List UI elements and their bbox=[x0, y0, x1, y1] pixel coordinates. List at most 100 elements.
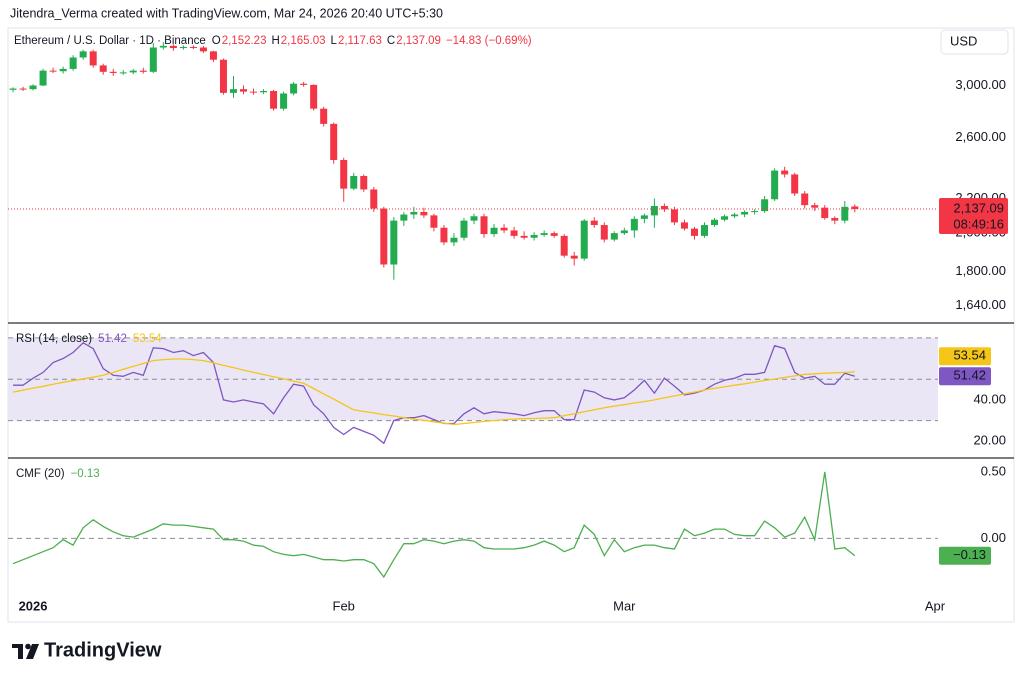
candle-body bbox=[159, 45, 167, 48]
indicator-title: RSI (14, close) bbox=[16, 333, 92, 345]
value-label-box bbox=[939, 347, 991, 366]
candle-body bbox=[179, 46, 187, 49]
candle-body bbox=[620, 230, 628, 234]
candle-body bbox=[781, 170, 789, 175]
candle-body bbox=[350, 175, 358, 189]
logo-icon bbox=[12, 643, 39, 659]
candle-body bbox=[480, 216, 488, 235]
candle-body bbox=[821, 207, 829, 218]
candle-body bbox=[640, 215, 648, 219]
logo-shape bbox=[18, 644, 23, 659]
candle-body bbox=[680, 222, 688, 229]
value-label-box bbox=[939, 546, 991, 565]
candle-body bbox=[791, 174, 799, 194]
candle-body bbox=[250, 91, 258, 93]
legend-value: 53.54 bbox=[133, 333, 162, 345]
candle-body bbox=[721, 216, 729, 220]
candle-body bbox=[550, 233, 558, 236]
candle-body bbox=[470, 216, 478, 221]
candle-body bbox=[540, 233, 548, 235]
ohlc-key: H bbox=[271, 35, 279, 47]
candle-body bbox=[500, 227, 508, 231]
candle-body bbox=[700, 225, 708, 236]
candle-body bbox=[149, 47, 157, 72]
candle-body bbox=[460, 220, 468, 238]
ohlc-value: 2,152.23 bbox=[222, 35, 267, 47]
candle-body bbox=[610, 233, 618, 240]
indicator-title: CMF (20) bbox=[16, 468, 65, 480]
candle-body bbox=[39, 70, 47, 86]
x-tick-label: Apr bbox=[925, 598, 946, 613]
value-label: 53.54 bbox=[953, 348, 986, 363]
y-tick-label: 0.00 bbox=[981, 530, 1006, 545]
logo-shape bbox=[26, 644, 39, 659]
candle-body bbox=[670, 209, 678, 223]
candle-body bbox=[711, 219, 719, 226]
candle-body bbox=[590, 220, 598, 226]
y-tick-label: 3,000.00 bbox=[955, 77, 1006, 92]
candle-body bbox=[340, 159, 348, 189]
candle-body bbox=[440, 227, 448, 243]
candle-body bbox=[741, 211, 749, 215]
candle-body bbox=[690, 228, 698, 236]
ohlc-value: 2,117.63 bbox=[338, 35, 382, 47]
candle-body bbox=[9, 88, 17, 90]
candle-body bbox=[29, 85, 37, 90]
candle-body bbox=[430, 215, 438, 228]
price-label: 2,137.09 bbox=[953, 200, 1004, 215]
candle-body bbox=[360, 175, 368, 190]
candle-body bbox=[761, 199, 769, 212]
candle-body bbox=[510, 230, 518, 236]
x-tick-label: 2026 bbox=[19, 598, 48, 613]
candle-body bbox=[570, 255, 578, 259]
candle-body bbox=[420, 211, 428, 216]
ohlc-key: O bbox=[212, 35, 221, 47]
attribution: Jitendra_Verma created with TradingView.… bbox=[10, 6, 443, 20]
candle-body bbox=[219, 59, 227, 93]
indicator-line bbox=[12, 358, 855, 426]
value-label: 51.42 bbox=[953, 368, 986, 383]
candle-body bbox=[600, 225, 608, 240]
value-label-box bbox=[939, 367, 991, 386]
candle-body bbox=[330, 123, 338, 160]
candle-body bbox=[229, 89, 237, 93]
ohlc-value: 2,165.03 bbox=[281, 35, 326, 47]
candle-body bbox=[410, 211, 418, 215]
candle-body bbox=[370, 189, 378, 209]
candle-body bbox=[300, 83, 308, 85]
candle-body bbox=[650, 205, 658, 216]
candle-body bbox=[520, 235, 528, 238]
candle-body bbox=[831, 217, 839, 221]
candle-body bbox=[109, 71, 117, 73]
candle-body bbox=[801, 193, 809, 206]
y-tick-label: 1,800.00 bbox=[955, 263, 1006, 278]
candle-body bbox=[851, 206, 859, 210]
candle-body bbox=[270, 91, 278, 109]
candle-body bbox=[580, 220, 588, 259]
candle-body bbox=[79, 51, 87, 58]
ohlc-key: L bbox=[331, 35, 338, 47]
candle-body bbox=[199, 47, 207, 52]
legend-value: −0.13 bbox=[71, 468, 100, 480]
indicator-legend: CMF (20) −0.13 bbox=[16, 468, 100, 480]
symbol-title: Ethereum / U.S. Dollar · 1D · Binance bbox=[14, 35, 206, 47]
candle-body bbox=[400, 214, 408, 221]
indicator-line bbox=[12, 471, 856, 579]
candle-body bbox=[390, 220, 398, 265]
candle-body bbox=[49, 70, 57, 72]
candle-body bbox=[560, 235, 568, 256]
ohlc-value: 2,137.09 bbox=[396, 35, 441, 47]
indicator-legend: RSI (14, close) 51.42 53.54 bbox=[16, 333, 162, 345]
legend-value: 51.42 bbox=[98, 333, 127, 345]
candle-body bbox=[209, 51, 217, 60]
candle-body bbox=[89, 51, 97, 66]
candle-body bbox=[530, 234, 538, 238]
candle-body bbox=[189, 46, 197, 48]
price-label-box bbox=[939, 198, 1008, 235]
currency-label: USD bbox=[950, 33, 977, 48]
candle-body bbox=[320, 108, 328, 124]
indicator-line bbox=[13, 341, 855, 445]
x-tick-label: Feb bbox=[333, 598, 355, 613]
candle-body bbox=[380, 208, 388, 265]
